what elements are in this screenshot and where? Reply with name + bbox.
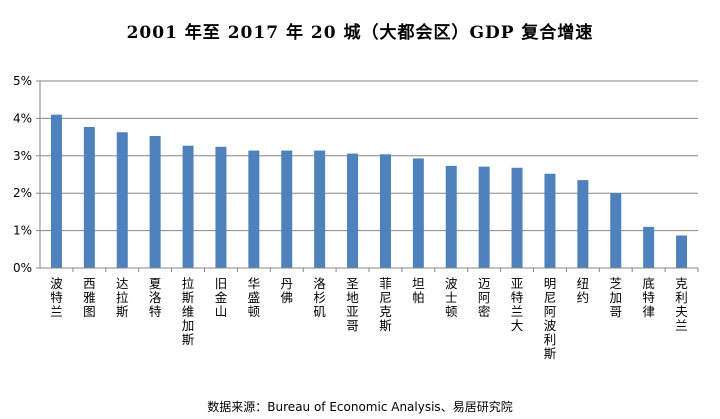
y-tick-label: 4% <box>13 111 32 125</box>
bar <box>577 180 589 268</box>
bar <box>50 114 62 268</box>
bar <box>445 165 457 268</box>
bar <box>544 173 556 268</box>
bar <box>248 150 260 268</box>
chart-title: 2001 年至 2017 年 20 城（大都会区）GDP 复合增速 <box>126 23 594 43</box>
gridlines <box>40 80 698 232</box>
bar <box>215 146 227 268</box>
y-tick-label: 1% <box>13 224 32 238</box>
x-axis: 波特兰 西雅图 达拉斯 夏洛特 拉斯维加斯 旧金山 华盛顿 丹佛 洛杉矶 圣地亚哥 菲尼克斯 坦帕波士… <box>40 267 699 361</box>
x-tick-label: 明尼阿波利斯 <box>544 276 557 361</box>
y-tick-label: 2% <box>13 186 32 200</box>
y-axis: 0% 1% 2% 3% 4% 5% <box>13 74 41 275</box>
bar <box>676 235 688 268</box>
x-tick-label: 丹佛 <box>280 276 293 305</box>
bar <box>478 166 490 268</box>
x-tick-label: 亚特兰大 <box>511 276 524 333</box>
x-tick-label: 达拉斯 <box>116 276 129 319</box>
x-tick-label: 西雅图 <box>83 276 96 319</box>
x-tick-label: 菲尼克斯 <box>379 276 392 333</box>
y-tick-label: 5% <box>13 74 32 88</box>
bar <box>412 158 424 268</box>
x-tick-label: 底特律 <box>642 276 655 319</box>
x-tick-label: 洛杉矶 <box>313 276 326 319</box>
x-tick-label: 圣地亚哥 <box>346 276 359 333</box>
bars <box>50 114 688 268</box>
bar <box>511 167 523 268</box>
bar <box>643 226 655 268</box>
x-tick-label: 波特兰 <box>50 276 63 319</box>
x-tick-label: 拉斯维加斯 <box>182 276 195 347</box>
bar <box>281 150 293 268</box>
bar <box>610 193 622 268</box>
y-tick-label: 0% <box>13 261 32 275</box>
x-tick-label: 华盛顿 <box>248 276 261 319</box>
bar <box>379 154 391 268</box>
x-tick-label: 纽约 <box>577 276 590 305</box>
x-tick-label: 旧金山 <box>215 276 228 319</box>
bar <box>83 127 95 268</box>
x-tick-label: 波士顿 <box>445 276 458 319</box>
bar <box>149 135 161 268</box>
source-note: 数据来源：Bureau of Economic Analysis、易居研究院 <box>207 400 513 414</box>
bar <box>314 150 326 268</box>
y-tick-label: 3% <box>13 149 32 163</box>
x-tick-label: 克利夫兰 <box>675 276 688 333</box>
bar <box>182 145 194 268</box>
bar <box>116 132 128 268</box>
bar-chart: 0% 1% 2% 3% 4% 5% 波特兰 西雅图 达拉斯 夏洛特 拉斯维加斯 旧金山 华盛顿 丹佛洛杉… <box>13 74 699 361</box>
x-tick-label: 夏洛特 <box>149 276 162 319</box>
x-tick-label: 迈阿密 <box>478 276 491 319</box>
x-tick-label: 坦帕 <box>412 276 425 305</box>
bar <box>347 153 359 268</box>
x-tick-label: 芝加哥 <box>609 276 622 319</box>
